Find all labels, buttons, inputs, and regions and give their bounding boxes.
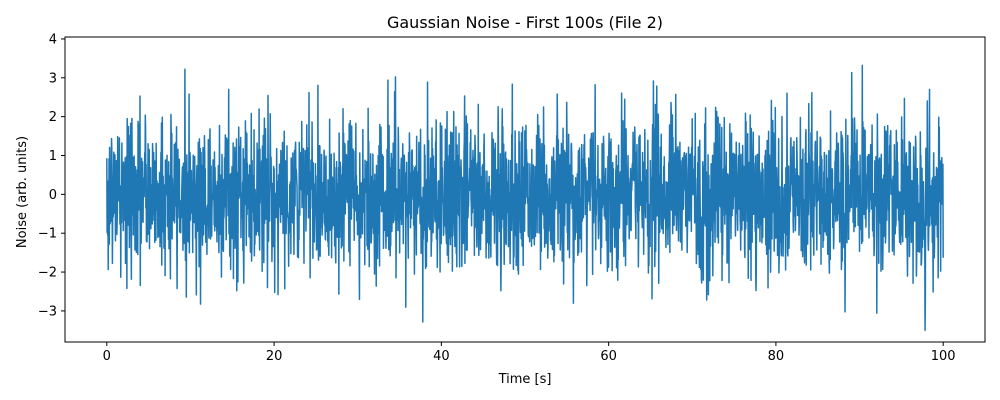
y-tick-label: 0 [49,188,57,203]
x-tick-label: 20 [266,349,283,364]
y-axis-label: Noise (arb. units) [15,136,30,248]
plot-area [64,36,986,343]
x-tick-label: 0 [103,349,111,364]
y-tick-label: 3 [49,71,57,86]
y-axis: −3 −2 −1 0 1 2 3 4 [38,32,65,319]
x-tick-label: 60 [600,349,617,364]
axes-frame [64,36,986,343]
y-tick-label: 2 [49,110,57,125]
series-line [106,64,944,332]
y-tick-label: 4 [49,32,57,47]
y-tick-label: −1 [38,227,57,242]
x-tick-label: 100 [931,349,956,364]
x-axis: 0 20 40 60 80 100 [103,342,956,364]
y-tick-label: −3 [38,304,57,319]
y-tick-label: 1 [49,149,57,164]
x-axis-label: Time [s] [498,372,552,387]
y-tick-label: −2 [38,266,57,281]
chart-title: Gaussian Noise - First 100s (File 2) [387,13,663,32]
x-tick-label: 40 [433,349,450,364]
x-tick-label: 80 [768,349,785,364]
